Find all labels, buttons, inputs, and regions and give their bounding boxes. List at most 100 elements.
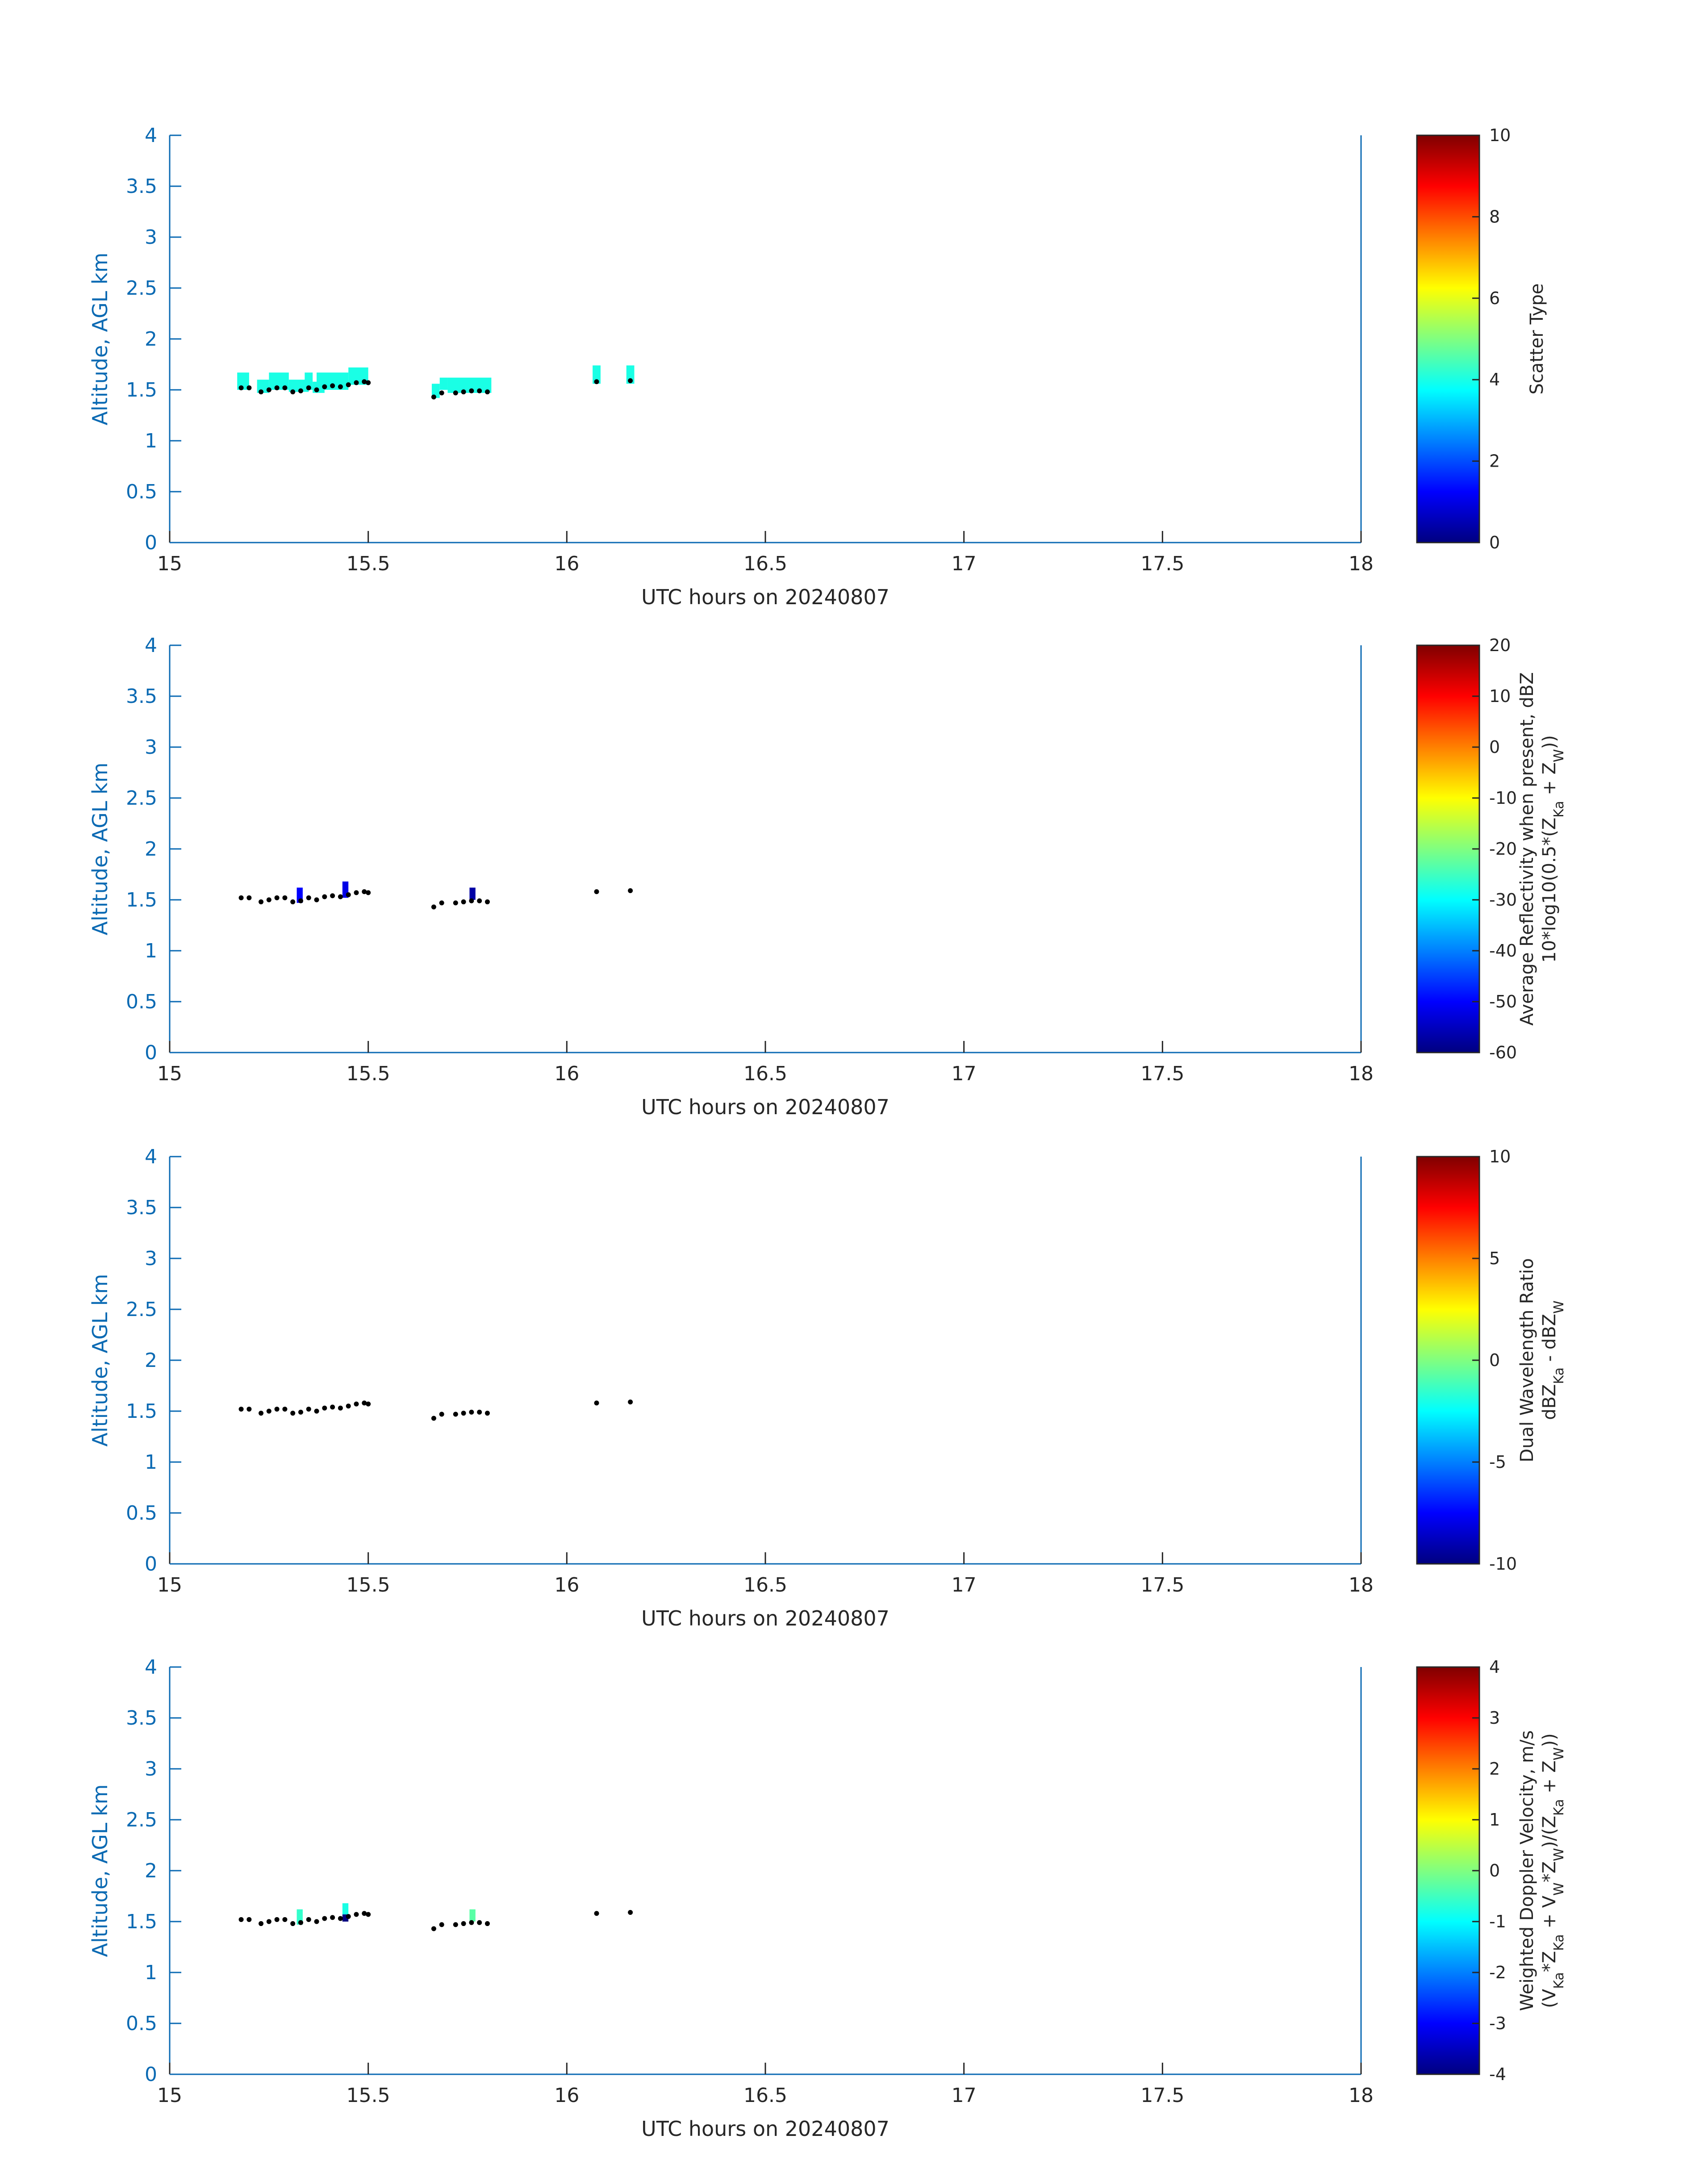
base-point-15 [354, 1401, 359, 1407]
base-point-8 [298, 388, 303, 393]
base-point-22 [469, 1920, 474, 1925]
base-point-26 [628, 378, 633, 383]
base-point-5 [274, 1917, 280, 1922]
base-point-19 [439, 1412, 444, 1417]
y-axis-label: Altitude, AGL km [88, 252, 112, 425]
base-point-3 [259, 1921, 264, 1926]
base-point-1 [238, 895, 244, 900]
base-point-10 [314, 897, 319, 903]
base-point-20 [453, 390, 458, 396]
base-point-8 [298, 1409, 303, 1415]
base-point-17 [366, 380, 371, 385]
x-tick-label-5: 17 [952, 1062, 977, 1085]
base-point-7 [290, 389, 296, 395]
y-tick-label-6: 2.5 [126, 787, 157, 810]
panel-2: 15 15.5 16 16.5 17 17.5 18 0 0.5 1 1.5 2 2.5 3 3.5 4 UTC… [88, 634, 1567, 1119]
base-point-17 [366, 890, 371, 895]
colorbar-label-line-1: Scatter Type [1527, 284, 1547, 395]
x-tick-label-2: 15.5 [347, 552, 390, 575]
base-point-9 [306, 1917, 311, 1922]
x-tick-label-3: 16 [554, 552, 579, 575]
base-point-5 [274, 895, 280, 900]
x-tick-label-3: 16 [554, 1574, 579, 1596]
base-point-21 [461, 899, 466, 905]
base-point-15 [354, 380, 359, 385]
y-tick-label-3: 1 [145, 1451, 157, 1474]
colorbar-tick-label-6: 1 [1489, 1810, 1500, 1830]
colorbar-tick-label-4: -1 [1489, 1912, 1506, 1931]
base-point-22 [469, 388, 474, 393]
base-point-7 [290, 1411, 296, 1416]
data-cell-12 [593, 365, 601, 384]
y-tick-label-5: 2 [145, 1859, 157, 1882]
y-tick-label-4: 1.5 [126, 889, 157, 911]
x-tick-label-7: 18 [1349, 1574, 1374, 1596]
base-point-2 [246, 385, 252, 390]
data-cell-5 [305, 372, 313, 390]
y-tick-label-3: 1 [145, 940, 157, 962]
y-axis-label: Altitude, AGL km [88, 762, 112, 935]
base-point-15 [354, 890, 359, 895]
base-point-24 [484, 389, 490, 395]
base-point-11 [322, 1405, 327, 1411]
base-point-14 [346, 382, 351, 388]
base-point-14 [346, 892, 351, 898]
base-point-17 [366, 1401, 371, 1407]
x-tick-label-3: 16 [554, 1062, 579, 1085]
base-point-16 [362, 1911, 367, 1916]
y-tick-label-2: 0.5 [126, 1502, 157, 1525]
base-point-23 [477, 898, 482, 903]
y-tick-label-9: 4 [145, 1656, 157, 1679]
x-tick-label-1: 15 [157, 2084, 182, 2107]
panel-4: 15 15.5 16 16.5 17 17.5 18 0 0.5 1 1.5 2 2.5 3 3.5 4 UTC… [88, 1656, 1567, 2141]
base-point-4 [266, 1919, 271, 1924]
base-point-13 [338, 894, 343, 899]
base-point-7 [290, 899, 296, 905]
y-tick-label-1: 0 [145, 1553, 157, 1575]
colorbar-tick-label-8: 10 [1489, 686, 1511, 706]
data-cell-10 [439, 377, 448, 390]
colorbar-tick-label-4: 5 [1489, 1249, 1500, 1268]
base-point-21 [461, 1921, 466, 1926]
x-tick-label-4: 16.5 [743, 552, 787, 575]
base-point-14 [346, 1404, 351, 1409]
x-tick-label-1: 15 [157, 1062, 182, 1085]
x-tick-label-2: 15.5 [347, 1062, 390, 1085]
colorbar [1416, 1666, 1480, 2075]
y-tick-label-8: 3.5 [126, 1707, 157, 1730]
data-cell-9 [431, 384, 440, 398]
x-tick-label-1: 15 [157, 1574, 182, 1596]
colorbar [1416, 134, 1480, 543]
colorbar-label-line-1: Dual Wavelength Ratio [1517, 1258, 1537, 1462]
x-axis-label: UTC hours on 20240807 [641, 2117, 889, 2141]
y-tick-label-5: 2 [145, 838, 157, 861]
colorbar-tick-label-1: -4 [1489, 2064, 1506, 2084]
colorbar-tick-label-2: -3 [1489, 2014, 1506, 2033]
base-point-21 [461, 389, 466, 395]
plot-area [170, 1157, 1361, 1564]
y-tick-label-1: 0 [145, 1041, 157, 1064]
base-point-6 [282, 1917, 288, 1922]
base-point-20 [453, 1922, 458, 1927]
colorbar-tick-label-3: -40 [1489, 941, 1517, 961]
x-tick-label-6: 17.5 [1140, 1062, 1184, 1085]
x-tick-label-5: 17 [952, 2084, 977, 2107]
base-point-12 [330, 383, 335, 389]
colorbar-tick-label-6: -10 [1489, 788, 1517, 808]
base-point-19 [439, 900, 444, 906]
base-point-3 [259, 1411, 264, 1416]
base-point-19 [439, 1922, 444, 1927]
x-tick-label-2: 15.5 [347, 2084, 390, 2107]
y-tick-label-1: 0 [145, 2063, 157, 2086]
colorbar-label-line-1: Average Reflectivity when present, dBZ [1517, 672, 1537, 1025]
colorbar-tick-label-9: 4 [1489, 1657, 1500, 1677]
y-tick-label-2: 0.5 [126, 481, 157, 503]
base-point-17 [366, 1912, 371, 1917]
base-point-4 [266, 387, 271, 393]
colorbar-tick-label-7: 2 [1489, 1759, 1500, 1779]
base-point-6 [282, 895, 288, 900]
base-point-11 [322, 1916, 327, 1921]
panel-1: 15 15.5 16 16.5 17 17.5 18 0 0.5 1 1.5 2 2.5 3 3.5 4 UTC… [88, 124, 1547, 609]
base-point-1 [238, 1917, 244, 1922]
base-point-12 [330, 1404, 335, 1410]
